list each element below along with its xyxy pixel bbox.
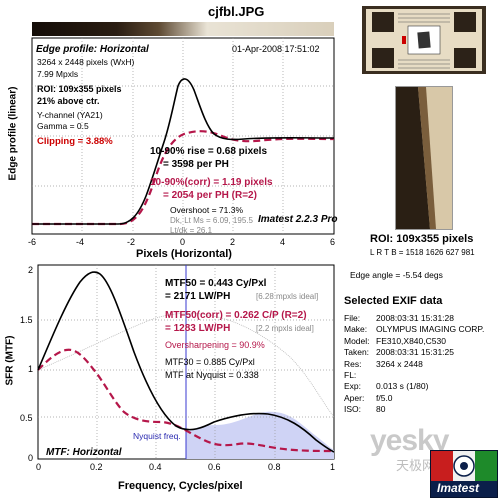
edge-rise2: = 3598 per PH: [163, 159, 229, 170]
edge-xtick: -6: [28, 237, 37, 247]
oversharpening: Oversharpening = 90.9%: [165, 340, 265, 350]
exif-list: File: 2008:03:31 15:31:28 Make: OLYMPUS IM…: [344, 313, 500, 416]
exif-key: Model:: [344, 335, 370, 346]
edge-ltdk: Lt/dk = 26.1: [170, 226, 213, 235]
edge-roi: ROI: 109x355 pixels: [37, 84, 122, 94]
mtf50-corr: MTF50(corr) = 0.262 C/P (R=2): [165, 310, 307, 321]
mtf-xtick: 0: [36, 462, 42, 472]
mtf-ylabel: SFR (MTF): [4, 335, 16, 386]
mtf-curve: [37, 271, 335, 453]
imatest-logo-graphic: [431, 451, 497, 481]
edge-above: 21% above ctr.: [37, 96, 100, 106]
mtf-ytick: 0: [28, 453, 34, 463]
edge-overshoot: Overshoot = 71.3%: [170, 205, 244, 215]
mtf-title: MTF: Horizontal: [46, 447, 122, 458]
mtf-corr-curve: [37, 348, 335, 453]
nyquist-label: Nyquist freq.: [133, 431, 181, 441]
exif-value: f/5.0: [376, 392, 393, 403]
exif-value: 3264 x 2448: [376, 358, 423, 369]
mtf-ytick: 1: [28, 364, 34, 374]
edge-xtick: 2: [230, 237, 236, 247]
mtf-xtick: 0.6: [208, 462, 221, 472]
window-title: cjfbl.JPG: [208, 4, 265, 19]
edge-angle: Edge angle = -5.54 degs: [350, 270, 443, 280]
exif-key: FL:: [344, 370, 357, 381]
exif-key: Aper:: [344, 392, 365, 403]
exif-value: 80: [376, 404, 386, 415]
edge-gamma: Gamma = 0.5: [37, 121, 89, 131]
exif-value: 0.013 s (1/80): [376, 381, 429, 392]
imatest-version: Imatest 2.2.3 Pro: [258, 214, 338, 225]
test-chart-thumbnail[interactable]: [362, 6, 486, 74]
roi-lrtb: L R T B = 1518 1626 627 981: [370, 248, 475, 257]
mtf-ytick: 0.5: [20, 413, 33, 423]
exif-row: ISO: 80: [344, 404, 500, 415]
edge-xtick: -4: [76, 237, 85, 247]
mtf50-corr-lwph: = 1283 LW/PH: [165, 323, 231, 334]
mtf50-corr-ideal: [2.2 mpxls ideal]: [256, 324, 314, 333]
edge-clipping: Clipping = 3.88%: [37, 136, 113, 147]
mtf-xtick: 0.4: [149, 462, 162, 472]
mtf-xtick: 1: [330, 462, 336, 472]
exif-row: Exp: 0.013 s (1/80): [344, 381, 500, 392]
mtf50-ideal: [6.28 mpxls ideal]: [256, 292, 319, 301]
edge-curve: [32, 78, 335, 225]
edge-xtick: -2: [127, 237, 136, 247]
edge-xtick: 0: [180, 237, 186, 247]
exif-row: Make: OLYMPUS IMAGING CORP.: [344, 324, 500, 335]
mtf-nyquist: MTF at Nyquist = 0.338: [165, 370, 259, 380]
exif-row: Aper: f/5.0: [344, 393, 500, 404]
edge-dims: 3264 x 2448 pixels (WxH): [37, 57, 135, 67]
exif-key: ISO:: [344, 404, 362, 415]
edge-title: Edge profile: Horizontal: [36, 44, 149, 55]
mtf30: MTF30 = 0.885 Cy/Pxl: [165, 357, 255, 367]
exif-row: FL:: [344, 370, 500, 381]
exif-value: OLYMPUS IMAGING CORP.: [376, 324, 485, 335]
imatest-logo: Imatest: [430, 450, 498, 498]
exif-row: Taken: 2008:03:31 15:31:25: [344, 347, 500, 358]
mtf-chart: [37, 264, 335, 460]
mtf-ytick: 1.5: [20, 315, 33, 325]
exif-key: Res:: [344, 358, 362, 369]
mtf50-lwph: = 2171 LW/PH: [165, 291, 231, 302]
exif-key: Exp:: [344, 381, 362, 392]
yesky-watermark-cn: 天极网: [396, 458, 436, 473]
edge-corr1: 10-90%(corr) = 1.19 pixels: [150, 177, 273, 188]
exif-key: Taken:: [344, 347, 370, 358]
edge-dk: Dk, Lt Ms = 6.09, 195.5: [170, 216, 253, 225]
edge-channel: Y-channel (YA21): [37, 110, 103, 120]
edge-profile-chart: [31, 37, 335, 235]
edge-ylabel: Edge profile (linear): [7, 86, 19, 181]
roi-crop-image: [395, 86, 453, 230]
exif-row: Model: FE310,X840,C530: [344, 336, 500, 347]
exif-row: Res: 3264 x 2448: [344, 359, 500, 370]
exif-key: Make:: [344, 324, 368, 335]
mtf-ytick: 2: [28, 265, 34, 275]
test-chart-image: [366, 9, 482, 71]
edge-mpxls: 7.99 Mpxls: [37, 69, 79, 79]
exif-row: File: 2008:03:31 15:31:28: [344, 313, 500, 324]
mtf-xtick: 0.2: [90, 462, 103, 472]
edge-xtick: 6: [330, 237, 336, 247]
exif-value: 2008:03:31 15:31:25: [376, 347, 454, 358]
roi-size: ROI: 109x355 pixels: [370, 233, 474, 245]
edge-rise1: 10-90% rise = 0.68 pixels: [150, 146, 268, 157]
exif-value: FE310,X840,C530: [376, 335, 446, 346]
exif-value: 2008:03:31 15:31:28: [376, 313, 454, 323]
mtf-xlabel: Frequency, Cycles/pixel: [118, 480, 243, 492]
edge-xtick: 4: [280, 237, 286, 247]
mtf50: MTF50 = 0.443 Cy/Pxl: [165, 278, 267, 289]
corr-edge-curve: [32, 130, 335, 226]
edge-gradient-strip: [32, 22, 334, 36]
edge-date: 01-Apr-2008 17:51:02: [232, 44, 320, 54]
edge-xlabel: Pixels (Horizontal): [136, 248, 232, 260]
mtf-xtick: 0.8: [268, 462, 281, 472]
imatest-logo-text: Imatest: [437, 481, 480, 495]
exif-key: File:: [344, 313, 361, 323]
edge-corr2: = 2054 per PH (R=2): [163, 190, 257, 201]
exif-title: Selected EXIF data: [344, 295, 443, 307]
